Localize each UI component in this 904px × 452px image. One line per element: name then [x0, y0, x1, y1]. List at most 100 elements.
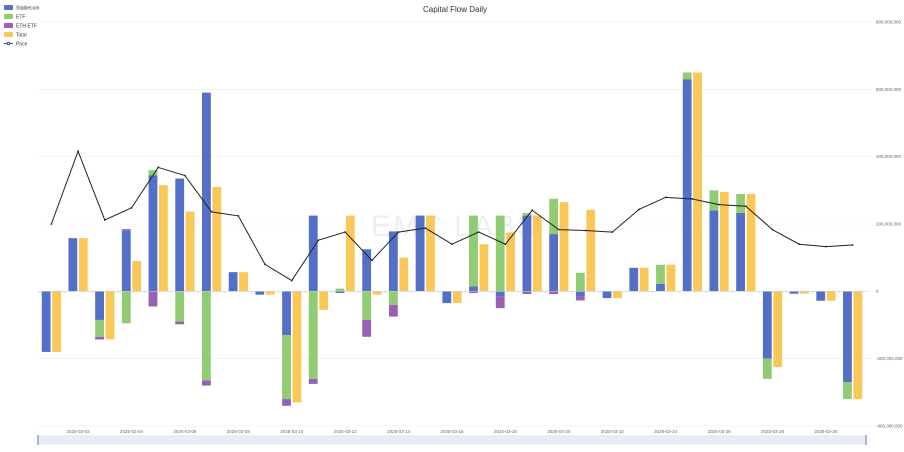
price-point — [798, 243, 801, 246]
bar-etf — [469, 215, 478, 287]
bar-stablecoin — [228, 272, 238, 292]
legend-swatch-etf — [4, 14, 13, 19]
y-tick-label: 200,000,000 — [876, 222, 902, 227]
legend-swatch-stablecoin — [4, 5, 13, 10]
legend-swatch-total — [4, 32, 13, 37]
price-point — [424, 227, 427, 229]
bar-total — [800, 291, 809, 294]
x-tick-label: 2025-03-02 — [67, 429, 91, 434]
price-point — [50, 223, 53, 225]
x-tick-label: 2025-03-24 — [654, 429, 678, 434]
bar-stablecoin — [816, 291, 826, 301]
price-point — [744, 205, 747, 208]
bar-total — [613, 291, 622, 299]
slider-handle-left[interactable] — [37, 435, 39, 445]
bar-total — [693, 72, 703, 292]
x-tick-label: 2025-03-04 — [120, 429, 144, 434]
price-point — [157, 166, 160, 169]
legend-label: ETH ETF — [16, 23, 37, 29]
bar-total — [399, 257, 409, 292]
bar-etf — [121, 291, 131, 324]
price-point — [344, 231, 347, 233]
bar-stablecoin — [442, 291, 452, 304]
bar-stablecoin — [549, 234, 559, 292]
bar-total — [212, 186, 222, 292]
y-tick-label: 800,000,000 — [876, 20, 902, 25]
bar-total — [426, 215, 435, 292]
bar-total — [773, 291, 783, 368]
chart-title: Capital Flow Daily — [423, 5, 487, 14]
price-point — [210, 210, 213, 213]
bar-eth-etf — [121, 229, 131, 231]
price-point — [290, 279, 293, 282]
x-tick-label: 2025-03-22 — [601, 429, 625, 434]
bar-stablecoin — [201, 92, 211, 292]
bar-total — [158, 185, 168, 292]
slider-track[interactable] — [37, 435, 867, 445]
bar-total — [265, 291, 275, 295]
bar-total — [78, 238, 88, 292]
bar-total — [853, 291, 863, 400]
bar-etf — [362, 291, 372, 320]
bar-eth-etf — [148, 291, 158, 307]
x-tick-label: 2025-03-10 — [280, 429, 304, 434]
bar-total — [452, 291, 462, 304]
x-tick-label: 2025-03-14 — [387, 429, 411, 434]
legend-label: ETF — [16, 14, 25, 20]
price-point — [718, 203, 720, 206]
price-point — [531, 209, 534, 212]
bar-etf — [388, 291, 398, 305]
price-point — [664, 196, 667, 199]
bar-total — [185, 211, 195, 292]
bar-stablecoin — [709, 210, 719, 292]
price-point — [771, 228, 774, 231]
bar-total — [666, 264, 676, 292]
bar-stablecoin — [175, 178, 185, 292]
bar-etf — [175, 291, 185, 322]
price-point — [851, 244, 854, 246]
bar-total — [586, 209, 596, 292]
bar-eth-etf — [388, 304, 398, 317]
price-point — [103, 219, 106, 221]
bar-eth-etf — [308, 378, 318, 384]
bar-total — [746, 194, 756, 292]
x-tick-label: 2025-03-16 — [440, 429, 464, 434]
price-point — [397, 231, 400, 233]
bar-eth-etf — [495, 296, 505, 309]
bar-etf — [201, 291, 211, 381]
price-point — [504, 243, 507, 246]
bar-etf — [682, 72, 692, 80]
bar-etf — [656, 264, 665, 284]
y-tick-label: -200,000,000 — [876, 356, 903, 361]
price-point — [370, 259, 373, 262]
datazoom-slider[interactable] — [37, 435, 867, 445]
legend-swatch-price-dot — [6, 41, 11, 46]
bar-etf — [282, 335, 291, 400]
bar-stablecoin — [415, 215, 425, 292]
bar-total — [345, 215, 355, 292]
x-tick-label: 2025-03-18 — [494, 429, 518, 434]
bar-stablecoin — [255, 291, 265, 295]
bars-layer — [41, 72, 863, 406]
bar-total — [506, 232, 516, 292]
bar-eth-etf — [575, 296, 585, 301]
slider-handle-right[interactable] — [865, 435, 867, 445]
bar-etf — [843, 382, 852, 400]
bar-stablecoin — [41, 291, 51, 352]
price-point — [264, 263, 266, 266]
legend-label: Price — [16, 41, 28, 47]
bar-total — [239, 272, 248, 292]
bar-total — [719, 192, 729, 292]
bar-etf — [736, 194, 746, 213]
bar-etf — [575, 272, 585, 292]
bar-stablecoin — [308, 215, 318, 292]
y-tick-label: 600,000,000 — [876, 87, 902, 92]
bar-eth-etf — [469, 291, 478, 294]
x-tick-label: 2025-03-12 — [334, 429, 358, 434]
legend: Stablecoin ETF ETH ETF Total Price — [4, 5, 40, 47]
bar-stablecoin — [602, 291, 612, 299]
bar-etf — [335, 288, 345, 292]
price-point — [477, 231, 480, 233]
